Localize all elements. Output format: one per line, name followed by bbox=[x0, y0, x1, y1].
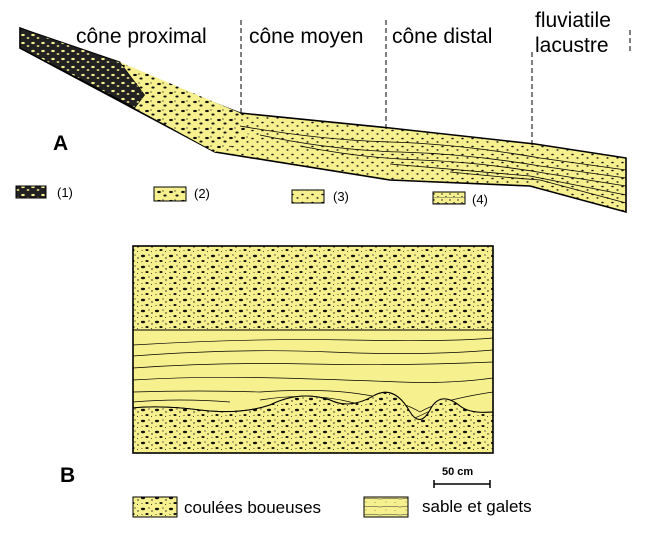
panel-letter-b: B bbox=[60, 464, 75, 487]
legend-label-4: (4) bbox=[472, 192, 488, 207]
fan-laminations bbox=[239, 125, 627, 204]
legend-label-1: (1) bbox=[57, 185, 73, 200]
section-a: cône proximal cône moyen cône distal flu… bbox=[15, 9, 631, 214]
zone-label-lacustre-line1: fluviatile bbox=[535, 9, 611, 32]
legend-swatch-3 bbox=[291, 189, 325, 204]
legend-swatch-mudflow bbox=[132, 496, 178, 518]
lower-mudflow-layer bbox=[133, 391, 493, 453]
legend-b: coulées boueuses sable et galets bbox=[132, 496, 532, 518]
legend-label-3: (3) bbox=[333, 189, 349, 204]
zone-label-proximal: cône proximal bbox=[76, 25, 207, 48]
outcrop-block bbox=[133, 246, 493, 453]
zone-label-moyen: cône moyen bbox=[249, 25, 363, 48]
panel-letter-a: A bbox=[53, 132, 68, 155]
legend-swatch-1 bbox=[15, 185, 47, 199]
legend-label-2: (2) bbox=[194, 186, 210, 201]
scale-label: 50 cm bbox=[442, 466, 473, 478]
legend-label-mudflow: coulées boueuses bbox=[184, 498, 321, 517]
legend-swatch-4 bbox=[432, 191, 466, 205]
zone-label-distal: cône distal bbox=[392, 25, 492, 48]
section-b: B 50 cm coulées boueuses sable et galets bbox=[60, 245, 532, 518]
legend-swatch-sand bbox=[363, 496, 409, 518]
legend-label-sand: sable et galets bbox=[422, 497, 532, 516]
scale-bar: 50 cm bbox=[433, 466, 491, 488]
outcrop-frame bbox=[132, 245, 494, 454]
proximal-coarse bbox=[120, 62, 250, 152]
sand-laminations bbox=[133, 337, 493, 421]
zone-label-lacustre-line2: lacustre bbox=[535, 34, 609, 57]
fan-body bbox=[19, 26, 627, 214]
legend-a: (1) (2) (3) (4) bbox=[15, 185, 488, 207]
upper-mudflow-layer bbox=[133, 246, 493, 330]
legend-swatch-2 bbox=[153, 186, 187, 202]
